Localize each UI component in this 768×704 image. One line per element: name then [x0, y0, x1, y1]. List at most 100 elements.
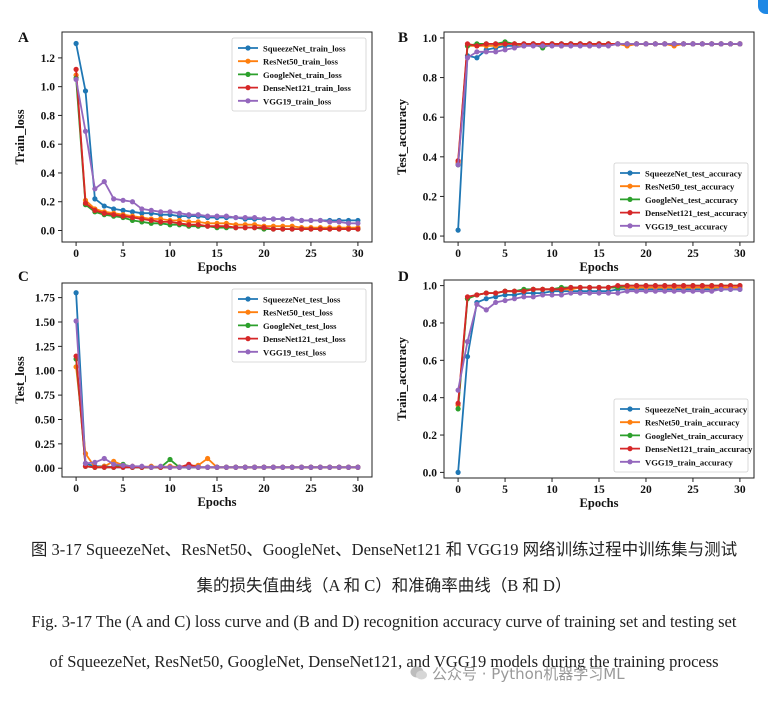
legend-label: DenseNet121_train_loss	[263, 83, 351, 93]
data-point	[327, 219, 333, 225]
y-axis-label: Train_accuracy	[395, 336, 409, 421]
x-axis-label: Epochs	[198, 495, 237, 509]
legend-item: DenseNet121_test_loss	[238, 334, 346, 344]
x-axis-label: Epochs	[198, 260, 237, 274]
legend-swatch-marker	[627, 170, 633, 176]
x-tick-label: 10	[164, 248, 176, 260]
data-point	[101, 455, 107, 462]
legend: SqueezeNet_test_accuracy ResNet50_test_ac…	[613, 162, 749, 237]
data-point	[455, 227, 461, 233]
legend-swatch-marker	[245, 85, 251, 91]
legend-item: DenseNet121_train_loss	[238, 83, 351, 93]
data-point	[280, 216, 286, 222]
data-point	[270, 226, 276, 232]
data-point	[158, 209, 164, 215]
y-tick-label: 0.6	[423, 355, 438, 367]
data-point	[308, 217, 314, 224]
data-point	[111, 461, 117, 467]
legend-item: GoogleNet_train_loss	[238, 70, 342, 80]
data-point	[251, 225, 258, 231]
data-point	[73, 76, 79, 83]
data-point	[671, 283, 677, 289]
data-point	[502, 288, 508, 294]
panel-label: C	[18, 269, 29, 285]
legend-label: SqueezeNet_test_loss	[263, 295, 341, 305]
data-point	[464, 55, 471, 61]
legend-swatch-marker	[627, 446, 633, 452]
data-point	[483, 307, 489, 313]
data-point	[615, 283, 621, 289]
caption-chinese-line-1: 图 3-17 SqueezeNet、ResNet50、GoogleNet、Den…	[30, 540, 738, 559]
data-point	[737, 41, 743, 47]
data-point	[289, 216, 295, 222]
legend-swatch-marker	[245, 58, 251, 64]
data-point	[317, 217, 323, 224]
x-tick-label: 0	[455, 484, 461, 496]
series-line	[457, 286, 740, 406]
x-tick-label: 5	[502, 248, 508, 260]
data-point	[652, 41, 658, 47]
data-point	[120, 462, 126, 468]
x-tick-label: 30	[734, 248, 746, 260]
legend: SqueezeNet_train_accuracy ResNet50_train_…	[613, 398, 753, 473]
panel-label: A	[18, 30, 29, 46]
data-point	[327, 226, 333, 232]
data-point	[298, 226, 305, 232]
data-point	[129, 214, 136, 221]
data-point	[464, 339, 471, 345]
x-tick-label: 25	[305, 248, 317, 260]
data-point	[242, 464, 248, 470]
data-point	[577, 284, 583, 291]
legend-label: ResNet50_train_loss	[263, 57, 339, 67]
y-tick-label: 1.50	[35, 317, 55, 329]
y-tick-label: 1.00	[35, 366, 55, 378]
data-point	[186, 212, 192, 218]
x-tick-label: 25	[687, 484, 699, 496]
legend-swatch-marker	[627, 223, 633, 229]
data-point	[101, 178, 107, 185]
legend-box	[613, 398, 749, 473]
legend-item: SqueezeNet_train_accuracy	[620, 405, 748, 415]
legend-item: VGG19_test_accuracy	[620, 221, 728, 231]
data-point	[587, 284, 593, 291]
data-point	[82, 460, 89, 466]
data-point	[521, 43, 527, 49]
data-point	[502, 292, 508, 298]
data-point	[624, 41, 630, 47]
data-point	[709, 283, 715, 289]
data-point	[455, 400, 461, 406]
y-tick-label: 0.25	[35, 439, 55, 451]
data-point	[317, 226, 323, 232]
data-point	[605, 43, 611, 49]
data-point	[251, 214, 258, 221]
data-point	[737, 283, 743, 289]
data-point	[270, 464, 276, 470]
panel-b: B 0 5 10 15 20 25 30 0.0 0.2 0.4 0.6 0.8 1.0 Epochs Tes…	[395, 30, 755, 274]
y-tick-label: 1.2	[41, 53, 56, 65]
legend-label: GoogleNet_train_accuracy	[645, 431, 744, 441]
caption-chinese-line-2: 集的损失值曲线（A 和 C）和准确率曲线（B 和 D）	[196, 576, 572, 595]
data-point	[737, 286, 743, 292]
data-point	[493, 49, 499, 55]
data-point	[549, 292, 555, 298]
y-tick-label: 0.4	[423, 393, 438, 405]
data-point	[615, 290, 621, 296]
y-tick-label: 1.0	[41, 82, 56, 94]
data-point	[251, 464, 258, 470]
legend-label: VGG19_train_accuracy	[645, 457, 734, 467]
data-point	[92, 207, 98, 213]
data-point	[223, 213, 229, 219]
x-tick-label: 0	[73, 483, 79, 495]
data-point	[129, 199, 136, 205]
x-tick-label: 5	[502, 484, 508, 496]
data-point	[289, 464, 295, 470]
data-point	[493, 299, 499, 306]
data-point	[242, 214, 248, 221]
data-point	[336, 464, 342, 470]
legend-box	[613, 162, 749, 237]
x-tick-label: 30	[352, 248, 364, 260]
data-point	[345, 464, 352, 470]
series-resnet50	[455, 41, 743, 166]
data-point	[214, 464, 220, 470]
data-point	[327, 464, 333, 470]
